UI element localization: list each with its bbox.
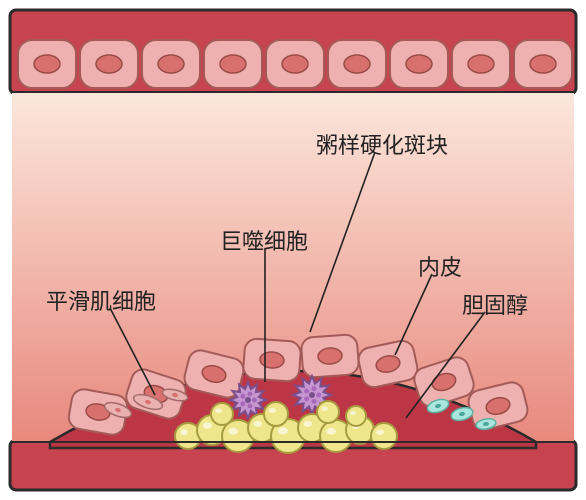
atherosclerosis-diagram [0,0,586,500]
